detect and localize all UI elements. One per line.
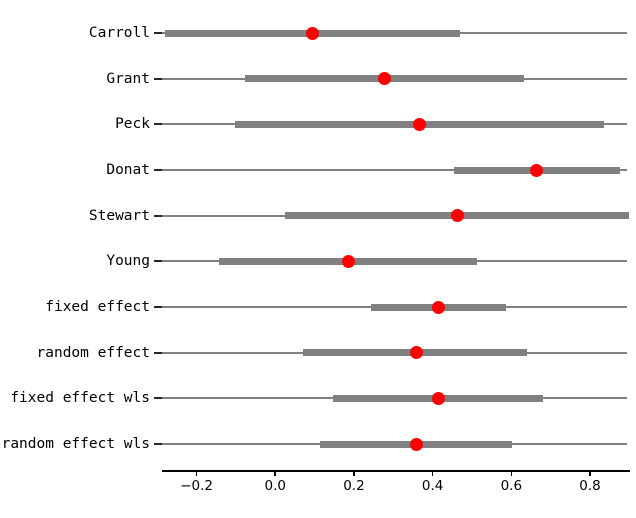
point-estimate-dot — [341, 254, 355, 268]
point-estimate-dot — [530, 163, 544, 177]
row-label: Stewart — [88, 207, 150, 224]
point-estimate-dot — [432, 391, 446, 405]
x-axis-tick-label: 0.4 — [421, 478, 444, 494]
point-estimate-dot — [413, 117, 427, 131]
x-axis-tick-label: 0.8 — [579, 478, 601, 494]
y-axis-tick — [154, 169, 162, 171]
y-axis-tick — [154, 214, 162, 217]
row-label: Grant — [106, 70, 150, 87]
x-axis-tick — [274, 471, 277, 476]
y-axis-tick — [154, 351, 162, 354]
point-estimate-dot — [377, 72, 391, 86]
point-estimate-dot — [410, 346, 424, 360]
point-estimate-dot — [450, 209, 464, 223]
y-axis-tick — [154, 77, 162, 80]
row-label: Young — [106, 253, 150, 270]
x-axis-tick — [353, 471, 355, 476]
x-axis-tick — [589, 471, 591, 476]
row-label: fixed effect wls — [10, 390, 150, 407]
row-label: Donat — [106, 162, 150, 178]
row-label: Peck — [115, 116, 150, 133]
y-axis-tick — [154, 123, 162, 126]
y-axis-tick — [154, 443, 162, 445]
interval-guide-line — [162, 169, 627, 171]
row-label: random effect — [36, 344, 151, 361]
x-axis-tick-label: 0.2 — [343, 478, 365, 494]
x-axis-tick — [195, 471, 198, 476]
y-axis-tick — [154, 260, 162, 263]
row-label: random effect wls — [1, 436, 150, 452]
x-axis-tick — [431, 471, 434, 476]
y-axis-tick — [154, 32, 162, 34]
x-axis-line — [162, 470, 630, 472]
x-axis-tick — [510, 471, 513, 476]
x-axis-tick-label: 0.0 — [264, 478, 287, 494]
row-label: Carroll — [88, 25, 150, 41]
row-label: fixed effect — [45, 299, 150, 315]
x-axis-tick-label: 0.6 — [500, 478, 523, 494]
y-axis-tick — [154, 306, 162, 308]
x-axis-tick-label: −0.2 — [180, 478, 213, 494]
point-estimate-dot — [306, 26, 320, 40]
point-estimate-dot — [432, 300, 446, 314]
y-axis-tick — [154, 397, 162, 400]
point-estimate-dot — [410, 437, 424, 451]
